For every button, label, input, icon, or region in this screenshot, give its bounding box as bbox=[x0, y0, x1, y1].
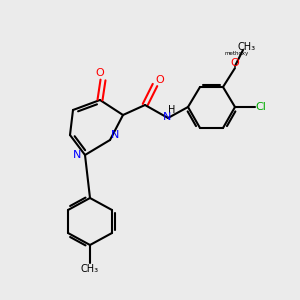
Text: CH₃: CH₃ bbox=[81, 264, 99, 274]
Text: O: O bbox=[96, 68, 104, 78]
Text: H: H bbox=[168, 105, 176, 115]
Text: CH₃: CH₃ bbox=[238, 42, 256, 52]
Text: N: N bbox=[163, 112, 171, 122]
Text: O: O bbox=[156, 75, 164, 85]
Text: methoxy: methoxy bbox=[225, 52, 249, 56]
Text: O: O bbox=[231, 58, 239, 68]
Text: N: N bbox=[111, 130, 119, 140]
Text: Cl: Cl bbox=[255, 102, 266, 112]
Text: N: N bbox=[73, 150, 81, 160]
